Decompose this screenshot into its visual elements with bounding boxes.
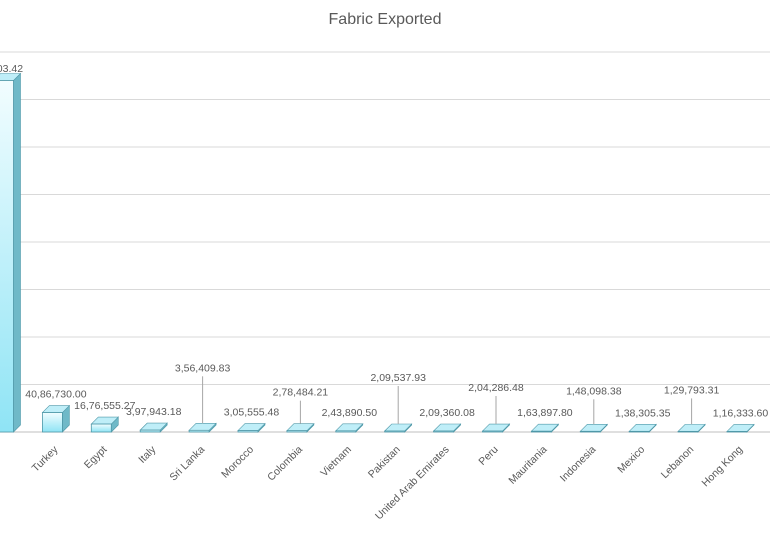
data-label: 203.42	[0, 63, 23, 75]
bar	[677, 423, 706, 433]
data-label: 2,09,537.93	[370, 372, 426, 384]
category-labels: Turkey Egypt Italy Sri Lanka Morocco Colombia…	[30, 443, 746, 522]
data-label: 2,04,286.48	[468, 382, 524, 394]
bar	[41, 404, 71, 433]
bar	[237, 422, 266, 433]
bar	[579, 423, 609, 433]
category-label: Italy	[136, 443, 159, 466]
bar	[139, 422, 168, 433]
category-label: Lebanon	[659, 444, 697, 482]
category-label: Pakistan	[366, 444, 403, 481]
data-label: 3,97,943.18	[126, 406, 182, 418]
category-label: Egypt	[82, 444, 110, 472]
bar	[530, 423, 560, 433]
data-label: 2,09,360.08	[419, 407, 475, 419]
data-label: 1,63,897.80	[517, 407, 573, 419]
category-label: Sri Lanka	[167, 444, 207, 484]
bar	[432, 423, 462, 433]
data-label: 1,29,793.31	[664, 384, 720, 396]
bar	[188, 422, 217, 433]
data-label: 1,16,333.60	[713, 407, 769, 419]
bar	[383, 423, 413, 433]
data-label: 1,38,305.35	[615, 407, 671, 419]
data-label: 3,56,409.83	[175, 362, 231, 374]
data-label: 16,76,555.27	[74, 400, 135, 412]
bar	[286, 422, 315, 433]
bar	[481, 423, 511, 433]
data-label: 3,05,555.48	[224, 407, 280, 419]
data-labels: 203.42 40,86,730.0016,76,555.273,97,943.1…	[0, 63, 769, 425]
category-label: Peru	[476, 444, 500, 468]
data-label: 2,78,484.21	[273, 387, 329, 399]
category-label: Turkey	[30, 443, 61, 474]
category-label: Colombia	[265, 444, 305, 484]
category-label: Indonesia	[558, 444, 599, 485]
data-label: 1,48,098.38	[566, 385, 622, 397]
bar	[726, 423, 755, 433]
bar	[90, 416, 120, 433]
bars	[0, 72, 755, 433]
bar	[0, 72, 22, 433]
bar	[628, 423, 657, 433]
data-label: 2,43,890.50	[322, 407, 378, 419]
category-label: Vietnam	[318, 443, 354, 479]
category-label: Hong Kong	[699, 444, 745, 490]
data-label: 40,86,730.00	[25, 389, 86, 401]
category-label: Mexico	[615, 444, 647, 476]
category-label: Mauritania	[506, 444, 549, 487]
bar	[335, 423, 364, 433]
chart-title: Fabric Exported	[328, 11, 442, 28]
category-label: Morocco	[219, 444, 256, 481]
